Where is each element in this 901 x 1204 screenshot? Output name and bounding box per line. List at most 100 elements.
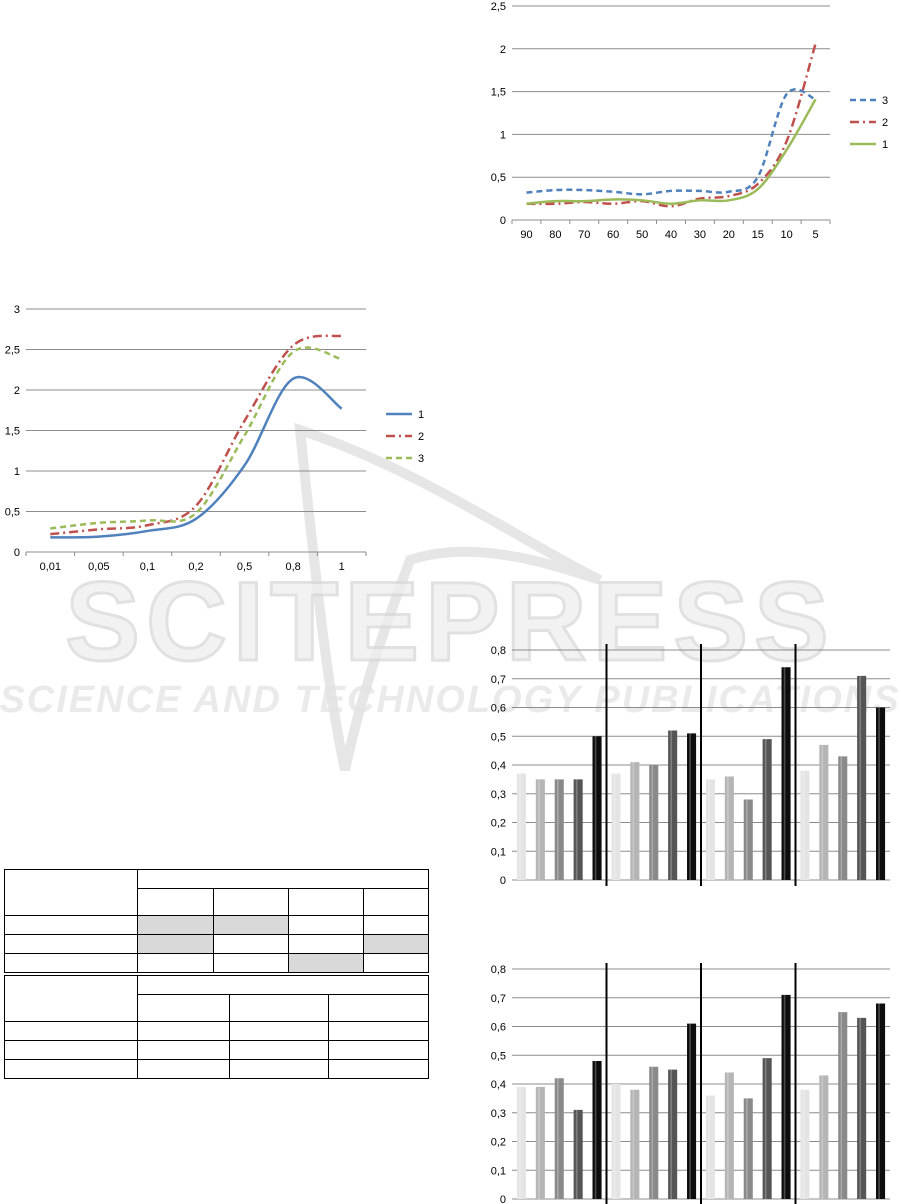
table-cell [4,1059,138,1079]
table-cell [4,953,138,973]
bar [800,1089,810,1199]
table-cell [229,994,329,1022]
y-tick-label: 0 [500,215,506,227]
bar [649,765,659,880]
x-tick-label: 60 [607,229,619,241]
bar-highlight [764,1058,767,1199]
table-cell [363,915,429,935]
legend-label: 2 [882,117,888,129]
bar [554,779,564,880]
bar-highlight [556,779,559,880]
bar [592,1061,602,1199]
legend-label: 1 [418,409,424,421]
table-cell-shaded [363,934,429,954]
table-cell [288,915,364,935]
table-cell [137,994,230,1022]
bar [876,707,886,880]
y-tick-label: 0,2 [491,818,506,830]
y-tick-label: 0,5 [491,1050,506,1062]
table-cell [327,1021,430,1041]
y-tick-label: 0 [14,547,20,559]
bar [724,776,734,880]
bar-highlight [821,744,824,880]
table-row [4,1021,430,1041]
table-cell [137,888,214,916]
y-tick-label: 0,3 [491,1108,506,1120]
legend-label: 2 [418,431,424,443]
bar-highlight [613,1084,616,1199]
bar-highlight [689,1023,691,1199]
bar [781,667,791,880]
table-row [4,1040,430,1060]
table-cell [327,1040,430,1060]
y-tick-label: 0,8 [491,645,506,657]
bar-highlight [594,736,597,880]
table-row [4,975,430,1022]
bar-highlight [859,1017,862,1199]
y-tick-label: 0,5 [491,731,506,743]
y-tick-label: 0,1 [491,846,506,858]
bar-highlight [783,667,786,880]
table-cell [288,934,364,954]
bar-highlight [651,765,654,880]
x-tick-label: 10 [781,229,793,241]
bar-highlight [764,739,767,880]
table-row [4,869,429,916]
bar-highlight [878,1003,880,1199]
bar [573,779,583,880]
y-tick-label: 0,6 [491,1022,506,1034]
bar-highlight [538,779,540,880]
y-tick-label: 0,4 [491,760,506,772]
bar-highlight [802,1089,805,1199]
table-cell [229,1040,329,1060]
series-line-3 [526,88,817,196]
y-tick-label: 1,5 [491,87,506,99]
bar-highlight [821,1075,824,1199]
y-tick-label: 0,2 [491,1137,506,1149]
bar-highlight [575,1109,578,1199]
bar-highlight [575,779,578,880]
table-cell [327,1059,430,1079]
bar-highlight [670,1069,673,1199]
table-row [4,934,429,954]
table-row [5,888,429,916]
bar [554,1078,564,1199]
y-tick-label: 2,5 [491,1,506,13]
bar-highlight [632,1089,635,1199]
watermark-swoosh [294,422,603,772]
y-tick-label: 1 [14,466,20,478]
bar-highlight [670,730,673,880]
bar [516,773,526,880]
bar-highlight [745,799,748,880]
x-tick-label: 70 [578,229,590,241]
table-cell [213,934,289,954]
bar-highlight [708,779,710,880]
y-tick-label: 0 [500,1194,506,1204]
bar [705,779,715,880]
table-cell [137,869,429,889]
bar [857,1017,867,1199]
table-cell [4,975,138,1022]
legend-label: 3 [418,453,424,465]
y-tick-label: 0,4 [491,1079,506,1091]
bar [800,770,810,880]
table-cell [4,869,138,916]
bar-highlight [783,994,786,1199]
table-cell-shaded [288,953,364,973]
table-cell-shaded [213,915,289,935]
bar [668,730,678,880]
x-tick-label: 1 [339,561,345,573]
bar-highlight [859,675,862,880]
table-cell [137,1059,230,1079]
table-cell [4,915,138,935]
bar-highlight [651,1066,654,1199]
table-row [4,915,429,935]
bar [819,744,829,880]
table-cell [137,1040,230,1060]
x-tick-label: 90 [520,229,532,241]
bar-highlight [689,733,691,880]
bar [876,1003,886,1199]
table-cell [327,994,430,1022]
x-tick-label: 0,2 [188,561,203,573]
